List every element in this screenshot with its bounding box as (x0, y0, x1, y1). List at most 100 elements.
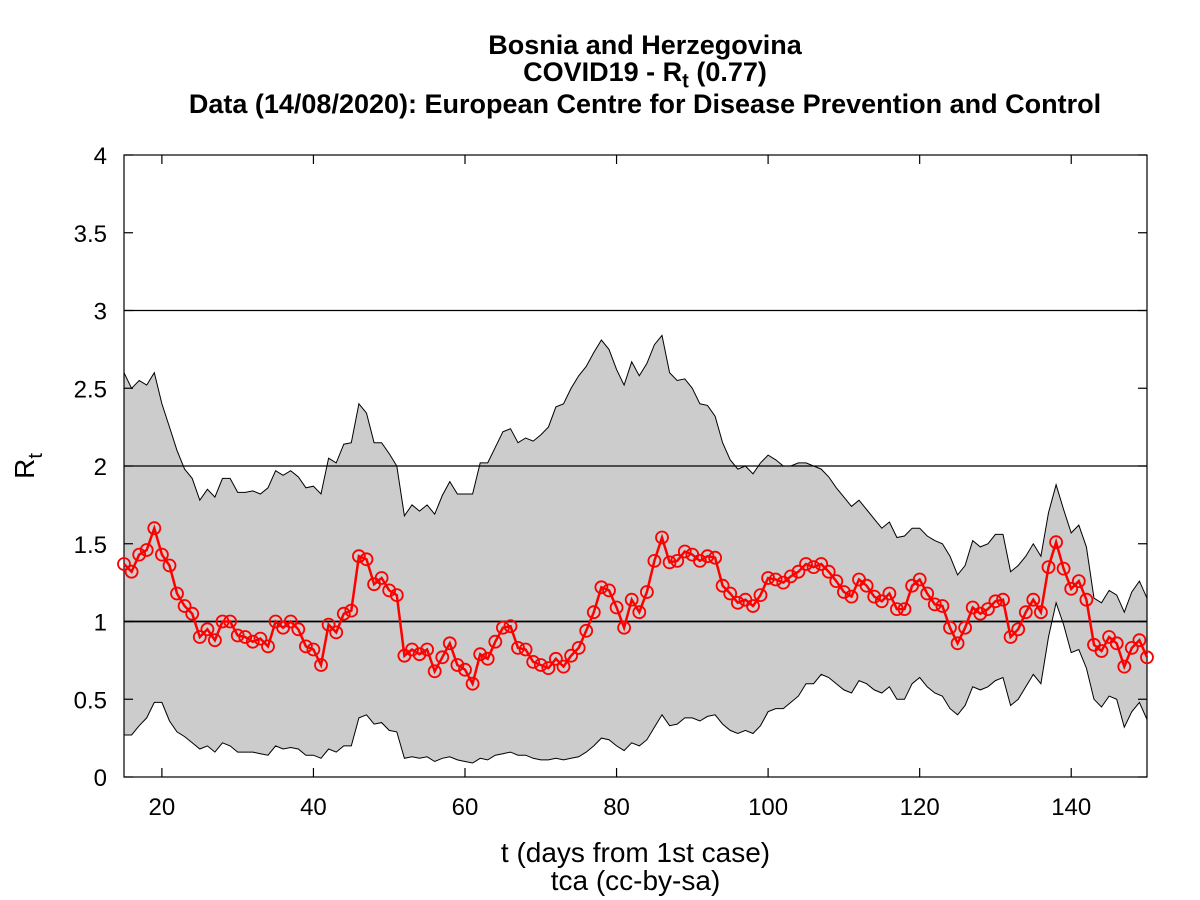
rt-data-point (897, 602, 912, 616)
rt-data-point (981, 602, 995, 616)
y-tick-label: 0 (94, 765, 107, 792)
reference-lines-layer (124, 309, 1147, 623)
rt-data-point (336, 606, 351, 621)
y-tick-label: 1 (94, 610, 107, 637)
y-tick-label: 2 (94, 454, 107, 481)
rt-data-point (806, 560, 821, 574)
rt-data-point (1049, 535, 1063, 550)
rt-data-point (192, 630, 207, 644)
rt-data-point (1056, 561, 1071, 576)
rt-data-point (245, 634, 260, 649)
rt-data-point (442, 636, 457, 651)
band-upper-edge (123, 334, 1148, 614)
y-tick-label: 2.5 (74, 376, 107, 403)
rt-data-point (1041, 560, 1056, 574)
rt-data-point (177, 599, 192, 613)
rt-data-point (488, 634, 503, 649)
rt-data-point (996, 592, 1010, 607)
rt-data-point (730, 595, 745, 610)
rt-data-point (640, 585, 654, 599)
rt-data-point (761, 571, 775, 585)
x-tick-label: 120 (900, 794, 940, 821)
rt-data-point (207, 633, 222, 648)
rt-data-point (624, 592, 639, 607)
x-tick-label: 60 (452, 794, 479, 821)
confidence-band (124, 335, 1147, 763)
rt-data-point (359, 552, 374, 567)
rt-data-point (154, 547, 169, 562)
rt-data-point (571, 641, 586, 655)
rt-data-point (844, 589, 859, 604)
y-tick-label: 1.5 (74, 532, 107, 559)
rt-data-point (480, 651, 495, 666)
rt-data-point (405, 642, 419, 657)
rt-data-point (321, 617, 336, 632)
rt-data-point (988, 594, 1003, 609)
y-tick-label: 0.5 (74, 687, 107, 714)
rt-data-point (799, 557, 813, 571)
y-tick-label: 3 (94, 299, 107, 326)
rt-data-point (132, 547, 147, 562)
rt-data-point (670, 554, 685, 568)
rt-data-point (1124, 641, 1139, 655)
rt-data-point (533, 658, 548, 672)
rt-data-point (950, 636, 965, 651)
rt-data-point (1132, 633, 1147, 648)
rt-data-point (746, 599, 760, 613)
rt-data-point (867, 589, 882, 604)
confidence-band-layer (123, 334, 1148, 764)
rt-data-point (753, 588, 768, 602)
rt-data-point (215, 614, 230, 629)
rt-data-point (291, 622, 306, 637)
rt-data-point (1071, 574, 1086, 588)
rt-data-point (602, 583, 616, 598)
rt-data-point (662, 555, 677, 570)
rt-data-point (435, 650, 450, 665)
x-axis-credit-label: tca (cc-by-sa) (551, 865, 721, 896)
rt-data-point (1117, 659, 1132, 674)
rt-data-point (185, 606, 200, 621)
chart-title: Bosnia and Herzegovina (488, 30, 802, 60)
rt-data-point (139, 543, 154, 557)
rt-data-point (230, 628, 245, 643)
rt-data-point (677, 544, 692, 559)
x-axis-label: t (days from 1st case) (501, 837, 770, 868)
rt-data-point (715, 578, 730, 593)
band-lower-edge (124, 600, 1148, 764)
rt-data-point (306, 642, 321, 657)
rt-data-point (632, 605, 647, 620)
rt-data-point (1079, 592, 1094, 607)
rt-data-point (511, 641, 525, 655)
axis-labels-layer: t (days from 1st case) tca (cc-by-sa) Rt (9, 453, 770, 896)
rt-data-point (283, 614, 298, 629)
rt-data-point (890, 602, 904, 616)
rt-data-point (821, 564, 836, 579)
rt-data-point (162, 558, 177, 573)
rt-data-point (837, 585, 851, 599)
rt-data-point (609, 600, 624, 615)
rt-data-point (783, 569, 798, 584)
rt-data-point (124, 564, 139, 579)
rt-data-point (117, 557, 131, 571)
chart-subtitle: Data (14/08/2020): European Centre for D… (188, 89, 1102, 119)
rt-data-point (1011, 622, 1026, 637)
rt-data-point (450, 658, 465, 672)
y-tick-label: 4 (94, 143, 107, 170)
rt-data-point (791, 564, 806, 579)
y-axis-label-main: R (9, 459, 40, 479)
rt-data-point (586, 605, 601, 620)
y-axis-label-subscript: t (25, 453, 47, 459)
x-tick-label: 80 (603, 794, 630, 821)
rt-data-point (374, 571, 389, 585)
rt-data-point (298, 639, 313, 654)
rt-data-point (882, 586, 897, 601)
rt-data-point (503, 619, 518, 634)
rt-data-point (829, 574, 844, 588)
rt-data-point (170, 586, 184, 601)
y-tick-label: 3.5 (74, 221, 107, 248)
rt-data-point (723, 586, 738, 601)
rt-data-point (351, 549, 366, 564)
rt-data-point (1064, 581, 1079, 596)
chart-title-line-2-subscript: t (682, 70, 689, 93)
